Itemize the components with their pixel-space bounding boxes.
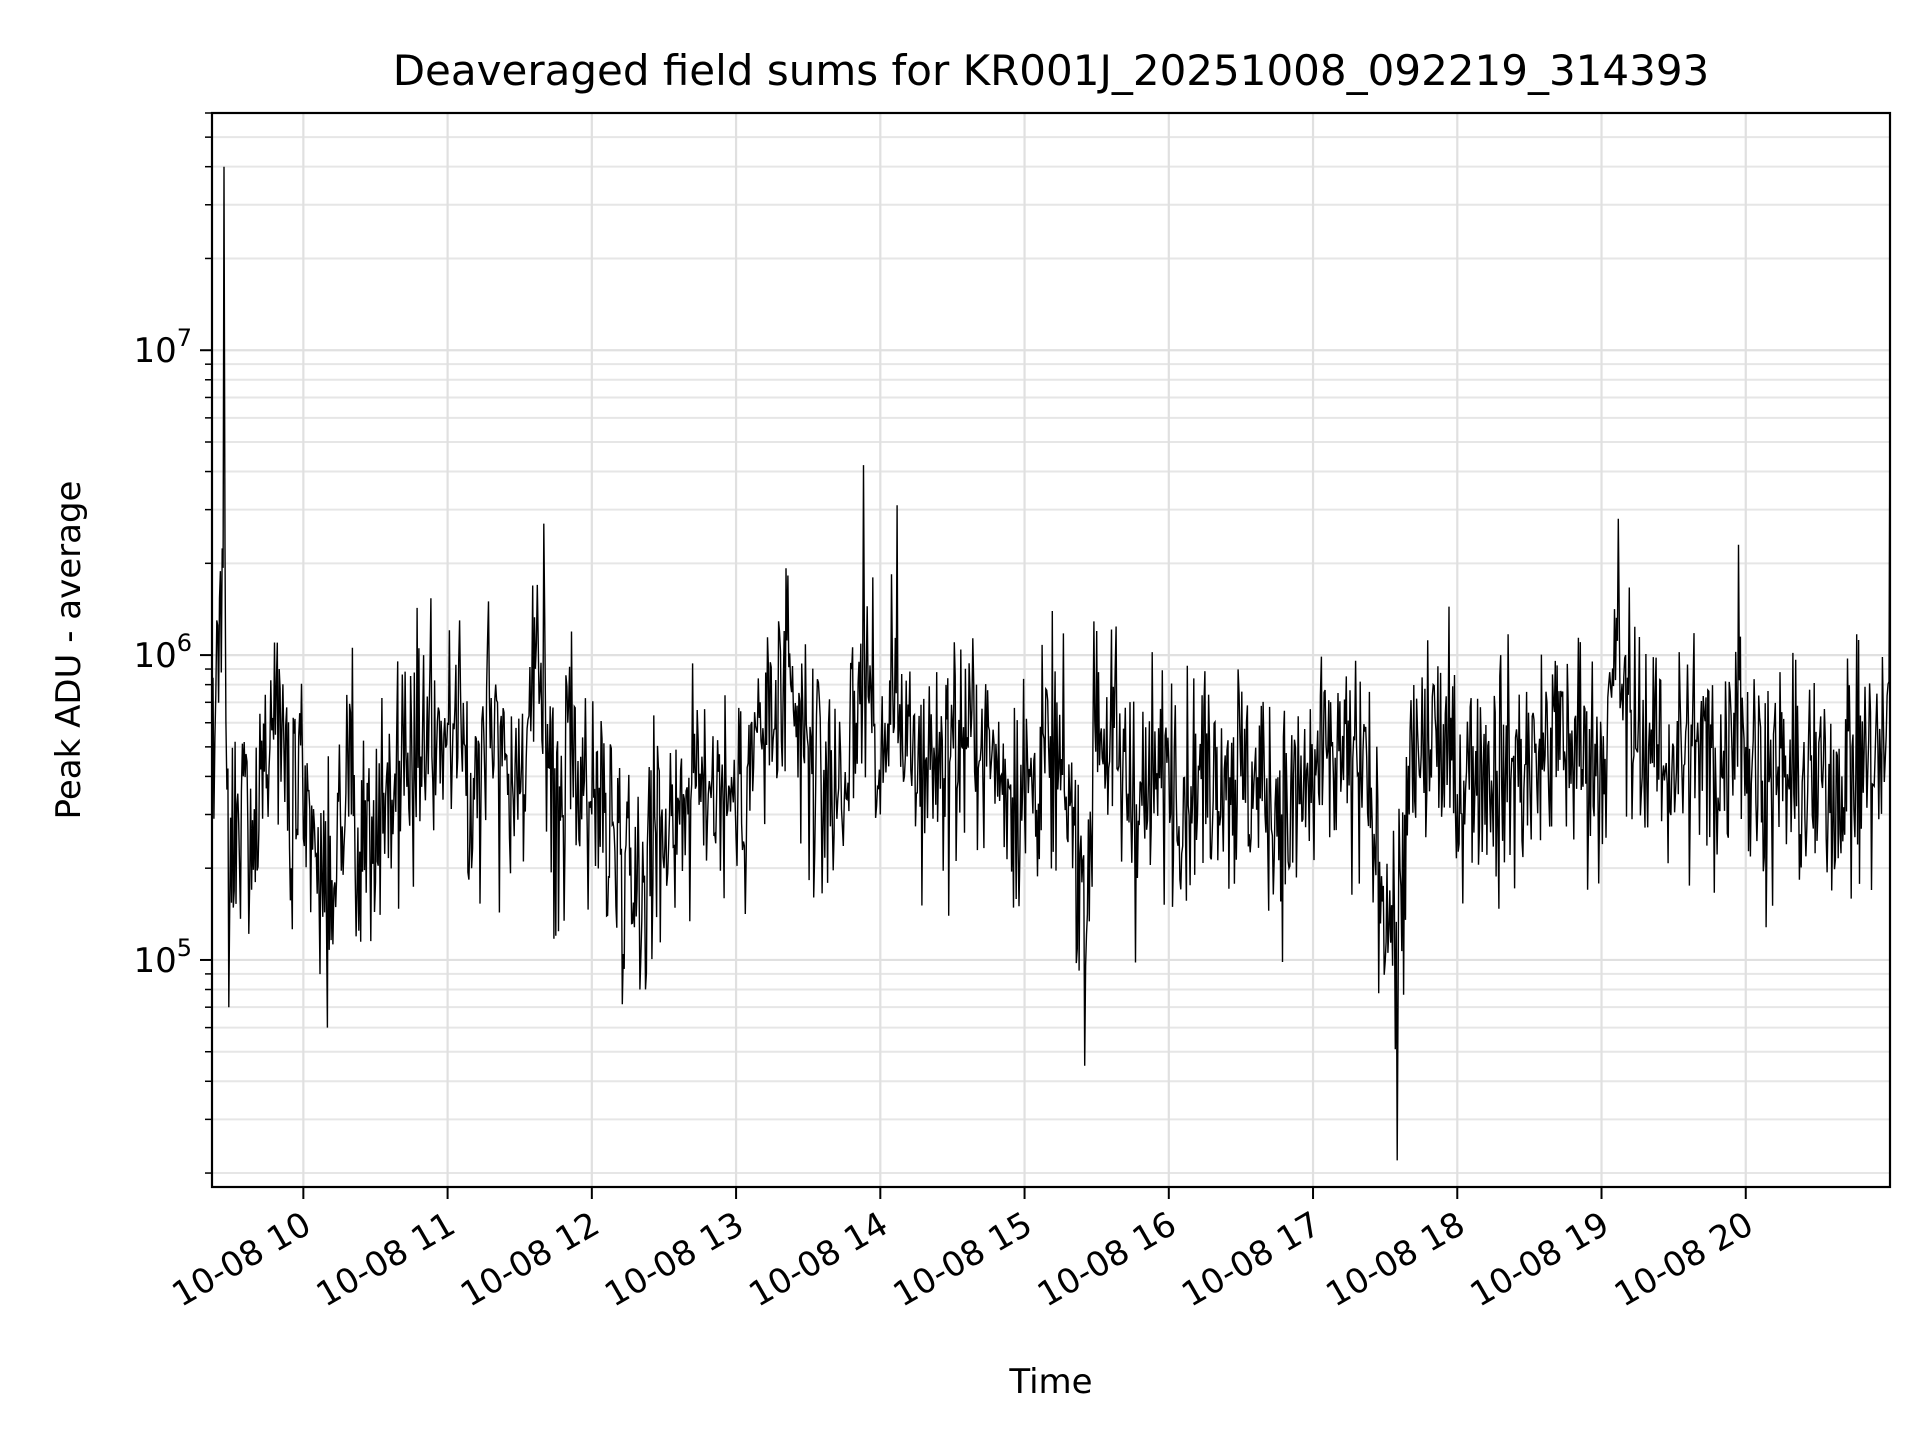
x-tick-label: 10-08 11 — [310, 1204, 462, 1315]
x-tick-label: 10-08 17 — [1175, 1204, 1327, 1315]
y-tick-label: 107 — [133, 324, 192, 371]
x-tick-label: 10-08 10 — [165, 1204, 317, 1315]
x-tick-label: 10-08 13 — [598, 1204, 750, 1315]
major-gridlines — [212, 113, 1890, 1187]
x-tick-label: 10-08 19 — [1464, 1204, 1616, 1315]
x-axis-label: Time — [1008, 1362, 1092, 1402]
x-tick-label: 10-08 20 — [1608, 1204, 1760, 1315]
x-tick-label: 10-08 12 — [454, 1204, 606, 1315]
chart-title: Deaveraged field sums for KR001J_2025100… — [393, 46, 1710, 95]
y-axis-label: Peak ADU - average — [49, 481, 89, 820]
x-tick-label: 10-08 15 — [887, 1204, 1039, 1315]
series-line — [211, 166, 1891, 1161]
data-series-line — [211, 166, 1891, 1161]
x-tick-label: 10-08 18 — [1319, 1204, 1471, 1315]
x-tick-label: 10-08 16 — [1031, 1204, 1183, 1315]
minor-gridlines — [212, 112, 1890, 1175]
x-tick-label: 10-08 14 — [742, 1204, 894, 1315]
plot-frame — [210, 111, 1892, 1189]
y-tick-label: 105 — [133, 934, 192, 981]
y-axis-ticks: 105 106 107 — [133, 112, 212, 1174]
y-tick-label: 106 — [133, 629, 192, 676]
